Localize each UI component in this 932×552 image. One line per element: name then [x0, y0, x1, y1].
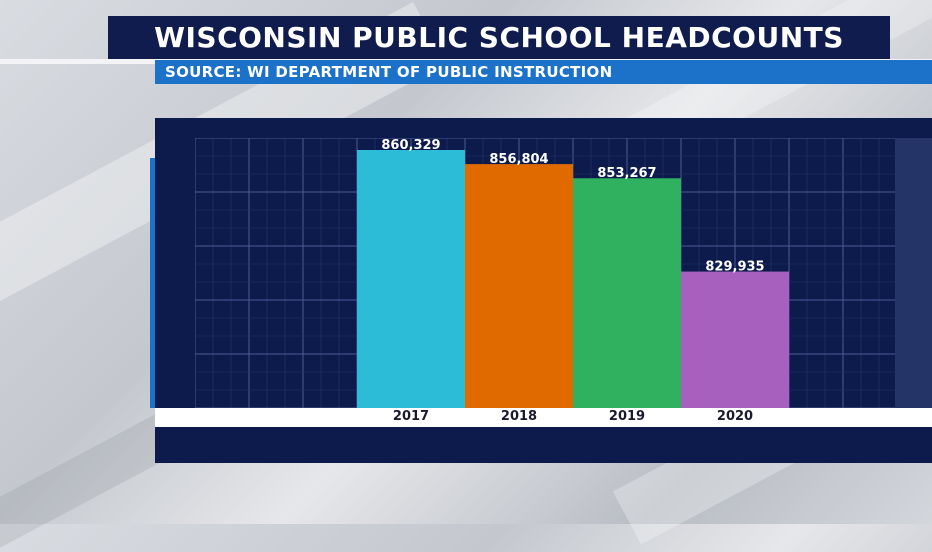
bar-2017 — [357, 150, 465, 408]
bar-chart: 860,329 856,804 853,267 829,935 — [195, 138, 895, 408]
bar-2018 — [465, 164, 573, 408]
x-tick-label: 2017 — [392, 409, 430, 424]
source-text: SOURCE: WI DEPARTMENT OF PUBLIC INSTRUCT… — [165, 63, 613, 81]
chart-title: WISCONSIN PUBLIC SCHOOL HEADCOUNTS — [154, 21, 844, 54]
data-label: 856,804 — [489, 152, 548, 167]
plot-area: 860,329 856,804 853,267 829,935 — [195, 138, 895, 408]
data-label: 853,267 — [597, 166, 656, 181]
title-banner: WISCONSIN PUBLIC SCHOOL HEADCOUNTS — [108, 16, 890, 59]
bar-2019 — [573, 178, 681, 408]
x-tick-label: 2019 — [608, 409, 646, 424]
x-axis-strip — [155, 408, 932, 427]
data-label: 829,935 — [705, 260, 764, 275]
x-tick-label: 2020 — [716, 409, 754, 424]
data-label: 860,329 — [381, 138, 440, 153]
source-banner: SOURCE: WI DEPARTMENT OF PUBLIC INSTRUCT… — [155, 60, 932, 84]
bar-2020 — [681, 271, 789, 408]
panel-edge — [895, 138, 932, 408]
panel-accent — [150, 158, 155, 408]
x-tick-label: 2018 — [500, 409, 538, 424]
